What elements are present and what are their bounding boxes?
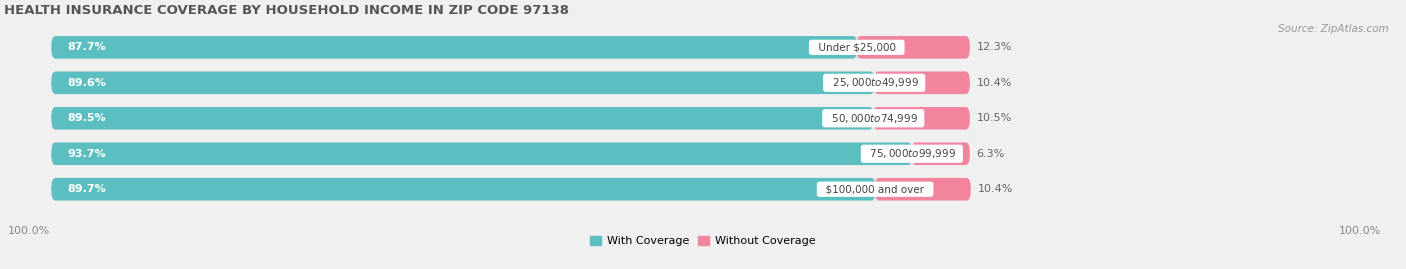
Text: $50,000 to $74,999: $50,000 to $74,999 xyxy=(825,112,922,125)
FancyBboxPatch shape xyxy=(52,36,970,59)
Text: 6.3%: 6.3% xyxy=(976,149,1005,159)
Text: $25,000 to $49,999: $25,000 to $49,999 xyxy=(825,76,922,89)
FancyBboxPatch shape xyxy=(52,36,856,59)
Text: 10.5%: 10.5% xyxy=(976,113,1012,123)
Text: Source: ZipAtlas.com: Source: ZipAtlas.com xyxy=(1278,24,1389,34)
Text: HEALTH INSURANCE COVERAGE BY HOUSEHOLD INCOME IN ZIP CODE 97138: HEALTH INSURANCE COVERAGE BY HOUSEHOLD I… xyxy=(4,4,569,17)
Text: 89.5%: 89.5% xyxy=(67,113,107,123)
Text: Under $25,000: Under $25,000 xyxy=(811,42,903,52)
FancyBboxPatch shape xyxy=(52,107,970,130)
FancyBboxPatch shape xyxy=(875,72,970,94)
FancyBboxPatch shape xyxy=(52,143,912,165)
Text: $75,000 to $99,999: $75,000 to $99,999 xyxy=(863,147,960,160)
Text: 10.4%: 10.4% xyxy=(976,78,1012,88)
FancyBboxPatch shape xyxy=(52,72,875,94)
FancyBboxPatch shape xyxy=(52,143,970,165)
FancyBboxPatch shape xyxy=(873,107,970,130)
Text: $100,000 and over: $100,000 and over xyxy=(820,184,931,194)
FancyBboxPatch shape xyxy=(875,178,970,200)
Text: 12.3%: 12.3% xyxy=(976,42,1012,52)
Legend: With Coverage, Without Coverage: With Coverage, Without Coverage xyxy=(586,231,820,251)
Text: 10.4%: 10.4% xyxy=(977,184,1012,194)
Text: 93.7%: 93.7% xyxy=(67,149,107,159)
FancyBboxPatch shape xyxy=(52,72,970,94)
Text: 89.7%: 89.7% xyxy=(67,184,107,194)
FancyBboxPatch shape xyxy=(52,178,970,200)
Text: 100.0%: 100.0% xyxy=(8,226,51,236)
FancyBboxPatch shape xyxy=(856,36,970,59)
FancyBboxPatch shape xyxy=(52,107,873,130)
FancyBboxPatch shape xyxy=(911,143,970,165)
Text: 89.6%: 89.6% xyxy=(67,78,107,88)
Text: 100.0%: 100.0% xyxy=(1340,226,1382,236)
Text: 87.7%: 87.7% xyxy=(67,42,107,52)
FancyBboxPatch shape xyxy=(52,178,875,200)
